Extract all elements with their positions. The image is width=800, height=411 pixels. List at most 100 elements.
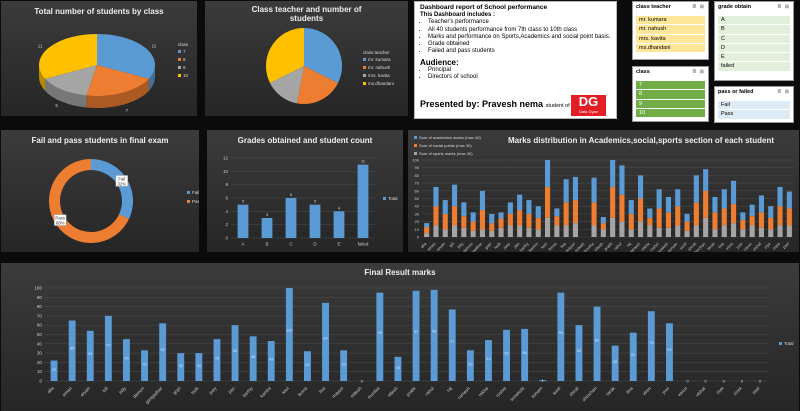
slicer-item-failed[interactable]: failed — [718, 62, 790, 71]
slicer-item-mrs-kavita[interactable]: mrs. kavita — [636, 34, 705, 43]
data-label: 100 — [286, 327, 293, 332]
x-tick-label: mayuri — [331, 386, 344, 399]
bar — [479, 190, 486, 211]
bar — [610, 160, 616, 187]
slicer-item-ms-dhandani[interactable]: ms.dhandani — [636, 43, 705, 53]
bar — [665, 196, 672, 213]
x-tick-label: karthy — [518, 241, 529, 252]
bar — [470, 221, 476, 231]
bar — [572, 223, 579, 237]
bar — [619, 165, 625, 195]
bar — [665, 227, 672, 237]
legend-label: mr. kumara — [368, 57, 391, 62]
slicer-item-grade-a[interactable]: A — [718, 16, 790, 25]
class-teacher-slicer[interactable]: class teacher ≣ ⊠ mr. kumara mr. nahush m… — [632, 1, 709, 60]
bar — [600, 216, 606, 224]
class-slicer[interactable]: class ≣ ⊠ 7 8 9 10 — [632, 66, 709, 122]
x-tick-label: leona — [297, 385, 309, 397]
slicer-item-class-9[interactable]: 9 — [636, 99, 705, 108]
data-label: 55 — [504, 350, 509, 355]
legend-swatch — [414, 136, 417, 139]
x-tick-label: monika — [367, 385, 381, 399]
bar — [721, 208, 727, 226]
bar — [777, 225, 783, 237]
data-label: 0 — [361, 379, 364, 384]
x-tick-label: nitesh — [593, 241, 604, 252]
bar — [554, 216, 560, 226]
bar — [619, 221, 625, 237]
bar — [489, 213, 495, 224]
bar — [357, 164, 369, 238]
x-tick-label: ramesh — [628, 241, 641, 252]
filter-clear-icon[interactable]: ≣ ⊠ — [777, 4, 790, 10]
slicer-item-fail[interactable]: Fail — [718, 101, 790, 110]
pie-slice-side — [45, 78, 87, 108]
bar — [503, 329, 510, 381]
slicer-item-mr-kumara[interactable]: mr. kumara — [636, 16, 705, 25]
presented-by-suffix: student of — [545, 103, 570, 109]
slicer-item-class-8[interactable]: 8 — [636, 90, 705, 99]
pie-slice-side — [86, 78, 149, 108]
x-tick-label: viren — [725, 241, 735, 251]
chart-title: Class teacher and number of students — [251, 5, 362, 23]
pie-slice — [297, 66, 339, 104]
filter-clear-icon[interactable]: ≣ ⊠ — [692, 69, 705, 75]
bar — [777, 186, 783, 207]
x-tick-label: mitesh — [574, 241, 586, 252]
bar — [376, 292, 384, 381]
x-tick-label: yuvi — [661, 386, 670, 395]
slicer-item-grade-c[interactable]: C — [718, 34, 790, 43]
slicer-item-mr-nahush[interactable]: mr. nahush — [636, 25, 705, 34]
presented-by-name: Presented by: Pravesh nema — [420, 99, 544, 109]
bar — [498, 218, 504, 228]
bar — [749, 225, 755, 237]
y-tick-label: 100 — [34, 286, 42, 291]
legend-swatch — [178, 74, 181, 77]
bar — [600, 223, 606, 230]
chart-title: Fail and pass students in final exam — [31, 136, 169, 145]
legend-swatch — [187, 191, 190, 194]
slicer-item-class-10[interactable]: 10 — [636, 108, 705, 118]
y-tick-label: 10 — [37, 369, 43, 374]
data-label: 84 — [323, 336, 328, 341]
filter-clear-icon[interactable]: ≣ ⊠ — [692, 4, 705, 10]
info-bullet: Grade obtained — [428, 41, 611, 48]
bar — [730, 223, 737, 237]
y-tick-label: 10 — [223, 169, 229, 174]
bar — [637, 175, 644, 199]
grade-obtain-slicer[interactable]: grade obtain ≣ ⊠ A B C D E failed — [714, 1, 794, 81]
x-tick-label: E — [337, 242, 340, 247]
pass-failed-slicer[interactable]: pass or failed ≣ ⊠ Fail Pass — [714, 86, 794, 123]
x-tick-label: failed — [358, 242, 369, 247]
x-tick-label: kavi — [540, 241, 549, 250]
slicer-item-pass[interactable]: Pass — [718, 110, 790, 119]
info-includes-label: This Dashboard includes : — [420, 12, 496, 19]
pie-slice — [38, 34, 97, 79]
bar — [740, 229, 746, 237]
bar — [526, 200, 532, 214]
slicer-item-grade-e[interactable]: E — [718, 53, 790, 62]
x-tick-label: varun — [742, 241, 753, 252]
slicer-item-class-7[interactable]: 7 — [636, 81, 705, 90]
bar — [563, 202, 569, 226]
slicer-item-grade-d[interactable]: D — [718, 43, 790, 53]
x-tick-label: damon — [132, 385, 146, 399]
filter-clear-icon[interactable]: ≣ ⊠ — [777, 89, 790, 95]
bar — [285, 198, 297, 238]
x-tick-label: billy — [456, 241, 464, 249]
bar — [535, 206, 541, 218]
data-label: 44 — [486, 356, 491, 361]
bar — [656, 208, 662, 228]
data-label: 33 — [468, 362, 472, 367]
data-label: 0 — [759, 379, 762, 384]
y-tick-label: 40 — [37, 341, 43, 346]
bar — [517, 194, 523, 211]
teacher-students-chart: class teacher mr. kumara mr. nahush mrs. ka… — [266, 28, 394, 104]
legend-swatch — [363, 74, 366, 77]
slicer-item-grade-b[interactable]: B — [718, 25, 790, 34]
data-label: 5 — [314, 200, 316, 204]
bar — [424, 223, 430, 227]
grades-panel: Grades obtained and student count 0 2 4 6 8 1… — [207, 130, 403, 252]
bar — [665, 212, 672, 228]
bar — [544, 217, 551, 237]
